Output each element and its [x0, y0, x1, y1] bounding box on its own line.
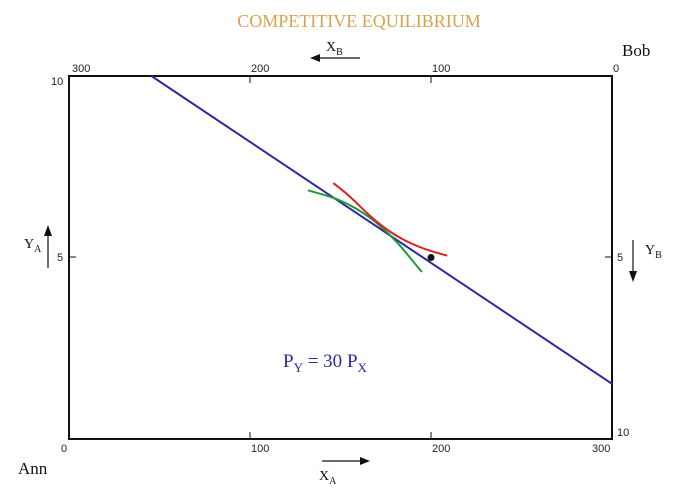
endowment-point	[427, 254, 435, 261]
svg-text:YA: YA	[24, 237, 42, 255]
bottom-tick-label: 300	[592, 443, 610, 455]
bottom-tick-label: 100	[251, 443, 269, 455]
up-arrow-icon	[44, 225, 52, 268]
bob-origin-label: Bob	[622, 41, 650, 60]
top-axis-variable: XB	[326, 40, 343, 58]
left-tick-label: 10	[51, 76, 63, 88]
right-tick-label: 10	[617, 427, 629, 439]
bottom-tick-label: 200	[432, 443, 450, 455]
bob-indifference-curve	[307, 189, 423, 273]
diagram-title: COMPETITIVE EQUILIBRIUM	[237, 11, 480, 31]
top-tick-label: 300	[72, 63, 90, 75]
right-axis-ticks: 5 10	[605, 252, 629, 439]
ann-origin-label: Ann	[18, 459, 48, 478]
top-tick-label: 200	[251, 63, 269, 75]
left-arrow-icon	[310, 54, 360, 62]
top-tick-label: 0	[613, 63, 619, 75]
right-tick-label: 5	[617, 252, 623, 264]
right-arrow-icon	[322, 457, 370, 465]
left-axis-ticks: 10 5	[51, 76, 76, 264]
right-axis-variable: YB	[645, 243, 662, 261]
svg-text:XB: XB	[326, 40, 343, 58]
top-tick-label: 100	[432, 63, 450, 75]
ann-indifference-curve	[332, 182, 448, 257]
bottom-axis-variable: XA	[319, 469, 337, 487]
left-tick-label: 5	[57, 252, 63, 264]
price-ratio-label: PY = 30 PX	[283, 351, 368, 375]
left-axis-variable: YA	[24, 237, 42, 255]
svg-text:XA: XA	[319, 469, 337, 487]
edgeworth-box-frame	[68, 75, 613, 440]
budget-line	[150, 75, 613, 385]
down-arrow-icon	[629, 240, 637, 282]
bottom-axis-ticks: 0 100 200 300	[61, 432, 610, 455]
top-axis-ticks: 300 200 100 0	[72, 63, 619, 83]
bottom-tick-label: 0	[61, 443, 67, 455]
svg-text:YB: YB	[645, 243, 662, 261]
